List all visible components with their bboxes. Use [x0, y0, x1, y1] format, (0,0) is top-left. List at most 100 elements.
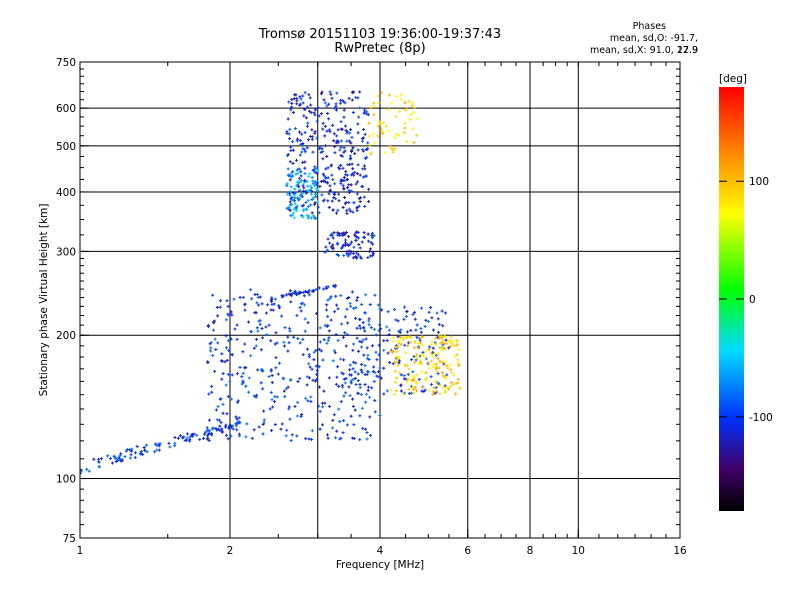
- data-point: [385, 389, 389, 393]
- data-point: [335, 303, 339, 307]
- data-point: [319, 92, 323, 96]
- data-point: [224, 318, 228, 322]
- data-point: [356, 296, 360, 300]
- data-point: [437, 323, 441, 327]
- data-point: [342, 175, 346, 179]
- data-point: [292, 211, 296, 215]
- data-point: [387, 328, 391, 332]
- data-point: [399, 373, 403, 377]
- data-point: [226, 437, 230, 441]
- data-point: [333, 182, 337, 186]
- data-point: [382, 121, 386, 125]
- data-point: [385, 325, 389, 329]
- data-point: [290, 105, 294, 109]
- data-point: [402, 374, 406, 378]
- data-point: [333, 285, 337, 289]
- data-point: [301, 215, 305, 219]
- data-point: [265, 311, 269, 315]
- data-point: [301, 94, 305, 98]
- data-point: [282, 340, 286, 344]
- data-point: [205, 426, 209, 430]
- data-point: [260, 326, 264, 330]
- data-point: [322, 287, 326, 291]
- data-point: [316, 106, 320, 110]
- data-point: [436, 372, 440, 376]
- data-point: [360, 363, 364, 367]
- data-point: [304, 207, 308, 211]
- data-point: [317, 404, 321, 408]
- data-point: [287, 132, 291, 136]
- data-point: [272, 302, 276, 306]
- data-point: [213, 319, 217, 323]
- data-point: [351, 252, 355, 256]
- data-point: [173, 436, 177, 440]
- data-point: [329, 245, 333, 249]
- data-point: [356, 391, 360, 395]
- data-point: [261, 336, 265, 340]
- data-point: [209, 341, 213, 345]
- data-point: [399, 383, 403, 387]
- data-point: [333, 351, 337, 355]
- chart-title: Tromsø 20151103 19:36:00-19:37:43: [258, 27, 502, 42]
- data-point: [368, 415, 372, 419]
- data-point: [173, 441, 177, 445]
- data-point: [339, 154, 343, 158]
- data-point: [452, 344, 456, 348]
- data-point: [393, 369, 397, 373]
- data-point: [214, 427, 218, 431]
- data-point: [411, 385, 415, 389]
- data-point: [288, 137, 292, 141]
- data-point: [214, 408, 218, 412]
- data-point: [422, 390, 426, 394]
- data-point: [296, 337, 300, 341]
- data-point: [371, 369, 375, 373]
- data-point: [334, 197, 338, 201]
- data-point: [348, 301, 352, 305]
- data-point: [371, 242, 375, 246]
- data-point: [230, 373, 234, 377]
- data-point: [362, 195, 366, 199]
- data-point: [303, 150, 307, 154]
- data-point: [351, 111, 355, 115]
- data-point: [307, 293, 311, 297]
- data-point: [298, 153, 302, 157]
- data-point: [440, 347, 444, 351]
- data-point: [395, 350, 399, 354]
- data-point: [373, 371, 377, 375]
- data-point: [355, 235, 359, 239]
- data-point: [434, 389, 438, 393]
- data-point: [299, 179, 303, 183]
- data-point: [336, 208, 340, 212]
- data-point: [344, 377, 348, 381]
- data-point: [405, 107, 409, 111]
- data-point: [440, 309, 444, 313]
- data-point: [392, 336, 396, 340]
- data-point: [120, 458, 124, 462]
- data-point: [207, 439, 211, 443]
- data-point: [371, 250, 375, 254]
- data-points: [80, 90, 462, 475]
- stats-x-mode: mean, sd,X: 91.0, 22.9: [589, 45, 698, 56]
- data-point: [230, 352, 234, 356]
- data-point: [424, 371, 428, 375]
- data-point: [342, 254, 346, 258]
- data-point: [395, 360, 399, 364]
- data-point: [413, 340, 417, 344]
- data-point: [303, 329, 307, 333]
- data-point: [390, 147, 394, 151]
- data-point: [321, 172, 325, 176]
- data-point: [153, 450, 157, 454]
- data-point: [423, 388, 427, 392]
- data-point: [421, 385, 425, 389]
- data-point: [326, 176, 330, 180]
- data-point: [323, 134, 327, 138]
- data-point: [298, 377, 302, 381]
- data-point: [306, 138, 310, 142]
- data-point: [226, 395, 230, 399]
- data-point: [350, 162, 354, 166]
- data-point: [367, 249, 371, 253]
- data-point: [334, 102, 338, 106]
- data-point: [240, 382, 244, 386]
- data-point: [315, 312, 319, 316]
